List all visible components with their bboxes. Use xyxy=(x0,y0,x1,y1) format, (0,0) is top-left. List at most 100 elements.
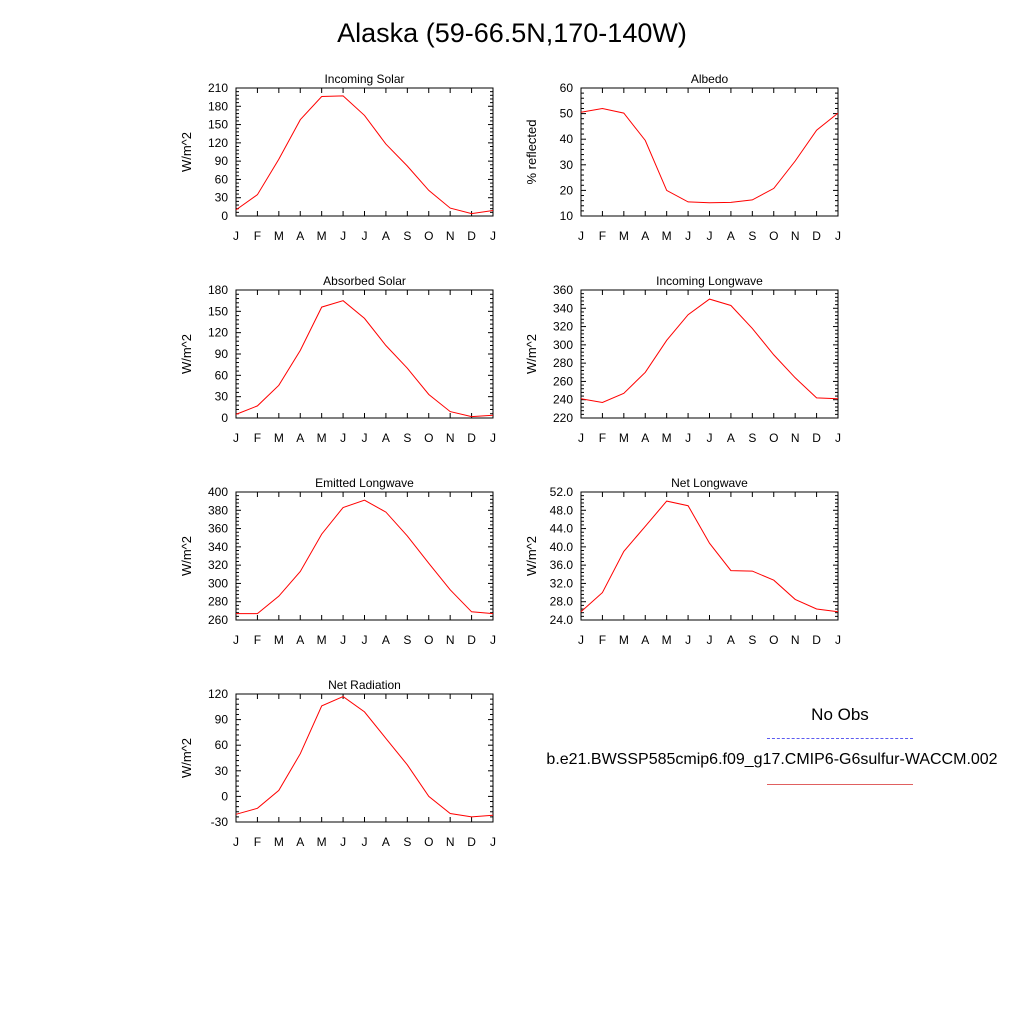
x-tick-label: A xyxy=(382,633,390,647)
y-tick-label: 30 xyxy=(560,158,574,172)
y-tick-label: 10 xyxy=(560,209,574,223)
x-tick-label: A xyxy=(382,835,390,849)
y-tick-label: 90 xyxy=(215,154,229,168)
y-tick-label: 300 xyxy=(208,576,228,590)
x-tick-label: M xyxy=(274,431,284,445)
x-tick-label: N xyxy=(791,431,800,445)
x-tick-label: A xyxy=(727,431,735,445)
x-tick-label: J xyxy=(578,633,584,647)
x-tick-label: M xyxy=(662,633,672,647)
x-tick-label: M xyxy=(317,431,327,445)
x-tick-label: J xyxy=(835,431,841,445)
y-tick-label: 360 xyxy=(553,283,573,297)
y-tick-label: 40 xyxy=(560,132,574,146)
y-tick-label: 240 xyxy=(553,393,573,407)
x-tick-label: J xyxy=(685,431,691,445)
y-tick-label: 260 xyxy=(208,613,228,627)
x-tick-label: S xyxy=(403,229,411,243)
y-tick-label: 300 xyxy=(553,338,573,352)
x-tick-label: O xyxy=(424,229,433,243)
x-tick-label: J xyxy=(490,835,496,849)
series-line xyxy=(235,696,494,818)
y-tick-label: 150 xyxy=(208,118,228,132)
x-tick-label: J xyxy=(835,229,841,243)
x-tick-label: A xyxy=(296,229,304,243)
x-tick-label: J xyxy=(578,431,584,445)
y-tick-label: 90 xyxy=(215,713,229,727)
y-tick-label: 400 xyxy=(208,485,228,499)
panel-title: Albedo xyxy=(691,72,729,86)
y-tick-label: 30 xyxy=(215,764,229,778)
y-tick-label: 360 xyxy=(208,522,228,536)
x-tick-label: D xyxy=(467,835,476,849)
y-tick-label: 180 xyxy=(208,283,228,297)
x-tick-label: J xyxy=(340,431,346,445)
y-axis-label: W/m^2 xyxy=(179,132,194,172)
x-tick-label: F xyxy=(254,229,261,243)
y-tick-label: 0 xyxy=(221,411,228,425)
x-tick-label: S xyxy=(748,229,756,243)
x-tick-label: F xyxy=(599,633,606,647)
plot-frame xyxy=(580,87,839,217)
x-tick-label: S xyxy=(403,431,411,445)
y-tick-label: 20 xyxy=(560,183,574,197)
y-tick-label: 120 xyxy=(208,136,228,150)
y-tick-label: 280 xyxy=(208,595,228,609)
x-tick-label: N xyxy=(446,229,455,243)
panel-4: Incoming Longwave W/m^2 220 240 260 280 300 320… xyxy=(524,274,841,445)
series-line xyxy=(580,500,839,613)
y-tick-label: 30 xyxy=(215,191,229,205)
x-tick-label: F xyxy=(254,633,261,647)
x-tick-label: N xyxy=(791,633,800,647)
x-tick-label: J xyxy=(835,633,841,647)
x-tick-label: A xyxy=(296,633,304,647)
panel-title: Net Longwave xyxy=(671,476,748,490)
plot-frame xyxy=(235,693,494,823)
y-tick-label: 320 xyxy=(208,558,228,572)
x-tick-label: M xyxy=(662,229,672,243)
y-tick-label: 280 xyxy=(553,356,573,370)
x-tick-label: J xyxy=(707,633,713,647)
x-tick-label: A xyxy=(382,431,390,445)
x-tick-label: J xyxy=(685,229,691,243)
y-tick-label: 24.0 xyxy=(550,613,574,627)
x-tick-label: A xyxy=(296,835,304,849)
x-tick-label: D xyxy=(467,633,476,647)
x-tick-label: M xyxy=(619,431,629,445)
y-tick-label: 120 xyxy=(208,326,228,340)
plot-frame xyxy=(580,289,839,419)
x-tick-label: D xyxy=(467,431,476,445)
y-tick-label: 120 xyxy=(208,687,228,701)
y-tick-label: 340 xyxy=(208,540,228,554)
y-tick-label: 150 xyxy=(208,304,228,318)
panel-5: Emitted Longwave W/m^2 260 280 300 320 340 360 3… xyxy=(179,476,496,647)
x-tick-label: N xyxy=(446,835,455,849)
x-tick-label: S xyxy=(748,633,756,647)
y-tick-label: 36.0 xyxy=(550,558,574,572)
legend-case-label: b.e21.BWSSP585cmip6.f09_g17.CMIP6-G6sulf… xyxy=(546,751,998,768)
x-tick-label: A xyxy=(296,431,304,445)
x-tick-label: J xyxy=(233,835,239,849)
x-tick-label: F xyxy=(599,431,606,445)
x-tick-label: O xyxy=(769,633,778,647)
y-tick-label: 340 xyxy=(553,301,573,315)
x-tick-label: M xyxy=(317,633,327,647)
y-axis-label: W/m^2 xyxy=(179,738,194,778)
x-tick-label: J xyxy=(362,431,368,445)
x-tick-label: J xyxy=(233,431,239,445)
x-tick-label: D xyxy=(812,431,821,445)
x-tick-label: A xyxy=(641,229,649,243)
x-tick-label: J xyxy=(362,229,368,243)
x-tick-label: M xyxy=(317,835,327,849)
x-tick-label: J xyxy=(340,633,346,647)
x-tick-label: F xyxy=(254,835,261,849)
series-line xyxy=(580,107,839,204)
series-line xyxy=(235,300,494,418)
y-tick-label: 28.0 xyxy=(550,595,574,609)
figure-title: Alaska (59-66.5N,170-140W) xyxy=(337,18,687,48)
x-tick-label: J xyxy=(490,633,496,647)
panel-title: Incoming Longwave xyxy=(656,274,763,288)
